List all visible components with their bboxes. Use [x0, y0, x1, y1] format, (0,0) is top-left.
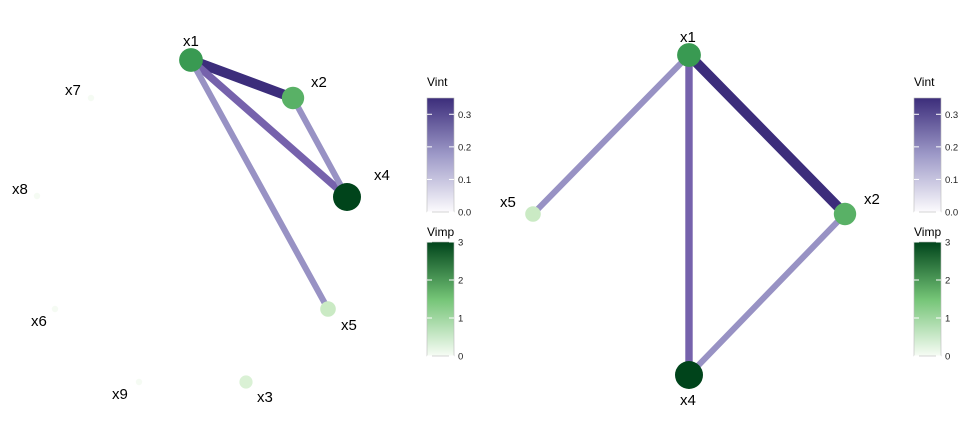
node-label-x4: x4: [374, 167, 390, 184]
edge-x1-x5: [529, 51, 693, 218]
edge-x1-x2: [684, 50, 850, 219]
left-network-labels: x1 x2 x4 x5 x3 x7 x8 x6 x9: [12, 33, 390, 406]
node-label-x3: x3: [257, 389, 273, 406]
node-label-x4: x4: [680, 392, 696, 409]
right-network-edges: [529, 50, 850, 379]
legend-tick-label: 3: [945, 238, 950, 249]
left-network-edges: [186, 55, 351, 313]
node-label-x2: x2: [864, 191, 880, 208]
node-label-x5: x5: [500, 194, 516, 211]
edge-x1-x2: [186, 55, 298, 103]
node-label-x1: x1: [680, 29, 696, 46]
node-x3: [239, 375, 253, 389]
vimp-legend-ticks: 0 1 2 3: [427, 238, 463, 363]
legend-tick-label: 0.0: [945, 208, 958, 219]
node-label-x5: x5: [341, 317, 357, 334]
vimp-colorbar: [426, 241, 455, 357]
legend-tick-label: 0: [458, 352, 463, 363]
legend-tick-label: 0: [945, 352, 950, 363]
node-x1: [179, 48, 203, 72]
legend-tick-label: 0.3: [458, 110, 471, 121]
node-x5: [320, 301, 336, 317]
node-x7: [87, 94, 95, 102]
left-network-panel: x1 x2 x4 x5 x3 x7 x8 x6 x9: [12, 33, 390, 406]
node-label-x7: x7: [65, 82, 81, 99]
vimp-legend-title: Vimp: [427, 225, 454, 239]
node-label-x9: x9: [112, 386, 128, 403]
legend-tick-label: 0.2: [458, 142, 471, 153]
node-x2: [833, 202, 857, 226]
node-x4: [675, 361, 703, 389]
right-network-nodes: [525, 43, 857, 389]
node-x9: [135, 378, 143, 386]
legend-tick-label: 0.2: [945, 142, 958, 153]
right-vimp-legend: Vimp 0 1 2 3: [913, 225, 950, 363]
vint-legend-title: Vint: [427, 75, 448, 89]
vint-legend-ticks: 0.0 0.1 0.2 0.3: [914, 110, 958, 219]
vint-colorbar: [913, 97, 942, 213]
vimp-legend-title: Vimp: [914, 225, 941, 239]
edge-x2-x4: [685, 210, 849, 379]
legend-tick-label: 2: [945, 276, 950, 287]
node-x4: [333, 183, 361, 211]
legend-tick-label: 0.1: [945, 175, 958, 186]
node-x8: [33, 192, 41, 200]
edge-x1-x5: [187, 56, 332, 313]
legend-tick-label: 2: [458, 276, 463, 287]
node-x2: [281, 86, 305, 110]
node-x6: [51, 305, 59, 313]
vint-legend-ticks: 0.0 0.1 0.2 0.3: [427, 110, 471, 219]
node-x5: [525, 206, 541, 222]
vint-legend-title: Vint: [914, 75, 935, 89]
node-label-x2: x2: [311, 74, 327, 91]
node-x1: [677, 43, 701, 67]
node-label-x6: x6: [31, 313, 47, 330]
vimp-colorbar: [913, 241, 942, 357]
legend-tick-label: 1: [945, 314, 950, 325]
right-network-panel: x1 x2 x4 x5: [500, 29, 880, 409]
legend-tick-label: 0.0: [458, 208, 471, 219]
left-vimp-legend: Vimp 0 1 2 3: [426, 225, 463, 363]
legend-tick-label: 3: [458, 238, 463, 249]
node-label-x8: x8: [12, 181, 28, 198]
legend-tick-label: 0.1: [458, 175, 471, 186]
right-vint-legend: Vint 0.0 0.1 0.2 0.3: [913, 75, 958, 219]
legend-tick-label: 0.3: [945, 110, 958, 121]
left-vint-legend: Vint 0.0 0.1 0.2 0.3: [426, 75, 471, 219]
vint-colorbar: [426, 97, 455, 213]
node-label-x1: x1: [183, 33, 199, 50]
right-network-labels: x1 x2 x4 x5: [500, 29, 880, 409]
vimp-legend-ticks: 0 1 2 3: [914, 238, 950, 363]
legend-tick-label: 1: [458, 314, 463, 325]
left-network-nodes: [33, 48, 361, 389]
edge-x1-x4: [187, 56, 351, 201]
edge-x2-x4: [289, 94, 351, 201]
